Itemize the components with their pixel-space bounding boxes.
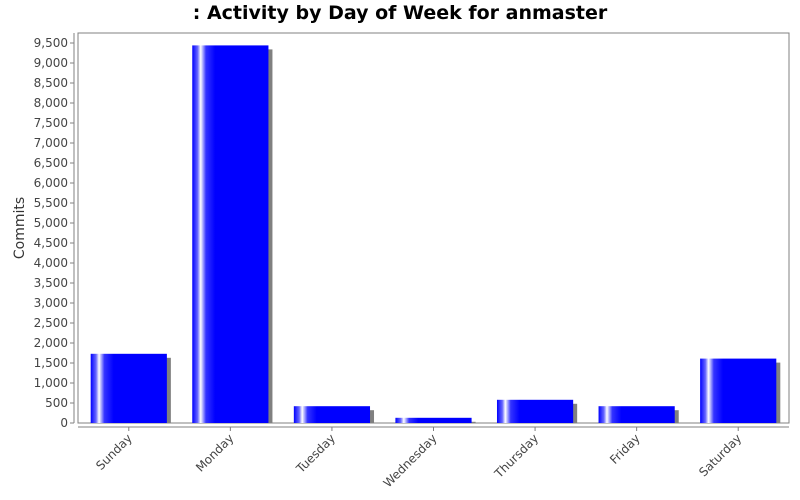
bars xyxy=(90,45,777,424)
y-tick-label: 4,500 xyxy=(34,236,68,250)
y-tick-label: 9,000 xyxy=(34,56,68,70)
x-tick-label: Saturday xyxy=(696,431,744,479)
y-tick-label: 2,500 xyxy=(34,316,68,330)
bar-sunday xyxy=(90,353,167,423)
x-axis: Sunday Monday Tuesday Wednesday Thursday Frid… xyxy=(78,426,789,490)
x-tick-label: Wednesday xyxy=(381,431,440,490)
y-tick-label: 8,500 xyxy=(34,76,68,90)
y-tick-label: 500 xyxy=(45,396,68,410)
y-tick-label: 6,500 xyxy=(34,156,68,170)
chart-title: : Activity by Day of Week for anmaster xyxy=(192,2,608,24)
x-tick-label: Friday xyxy=(607,431,643,467)
y-tick-label: 3,000 xyxy=(34,296,68,310)
y-axis-label: Commits xyxy=(12,197,28,259)
y-tick-label: 4,000 xyxy=(34,256,68,270)
y-tick-label: 7,500 xyxy=(34,116,68,130)
bar-saturday xyxy=(700,358,777,423)
y-tick-label: 0 xyxy=(60,416,68,430)
x-tick-label: Thursday xyxy=(491,431,541,481)
y-tick-label: 6,000 xyxy=(34,176,68,190)
x-tick-label: Monday xyxy=(193,431,236,474)
y-tick-label: 7,000 xyxy=(34,136,68,150)
bar-thursday xyxy=(496,399,574,423)
plot-area xyxy=(77,32,790,424)
y-tick-label: 5,000 xyxy=(34,216,68,230)
y-tick-label: 3,500 xyxy=(34,276,68,290)
bar-monday xyxy=(192,45,269,424)
y-tick-label: 9,500 xyxy=(34,36,68,50)
y-tick-label: 5,500 xyxy=(34,196,68,210)
bar-friday xyxy=(598,406,675,423)
y-tick-label: 1,000 xyxy=(34,376,68,390)
bar-wednesday xyxy=(395,417,472,423)
y-tick-label: 1,500 xyxy=(34,356,68,370)
y-tick-label: 8,000 xyxy=(34,96,68,110)
x-tick-label: Tuesday xyxy=(293,431,338,476)
x-tick-label: Sunday xyxy=(93,431,135,473)
y-tick-label: 2,000 xyxy=(34,336,68,350)
y-axis: 0 500 1,000 1,500 2,000 2,500 3,000 3,500 4,000 4… xyxy=(34,33,75,430)
bar-tuesday xyxy=(293,406,371,423)
